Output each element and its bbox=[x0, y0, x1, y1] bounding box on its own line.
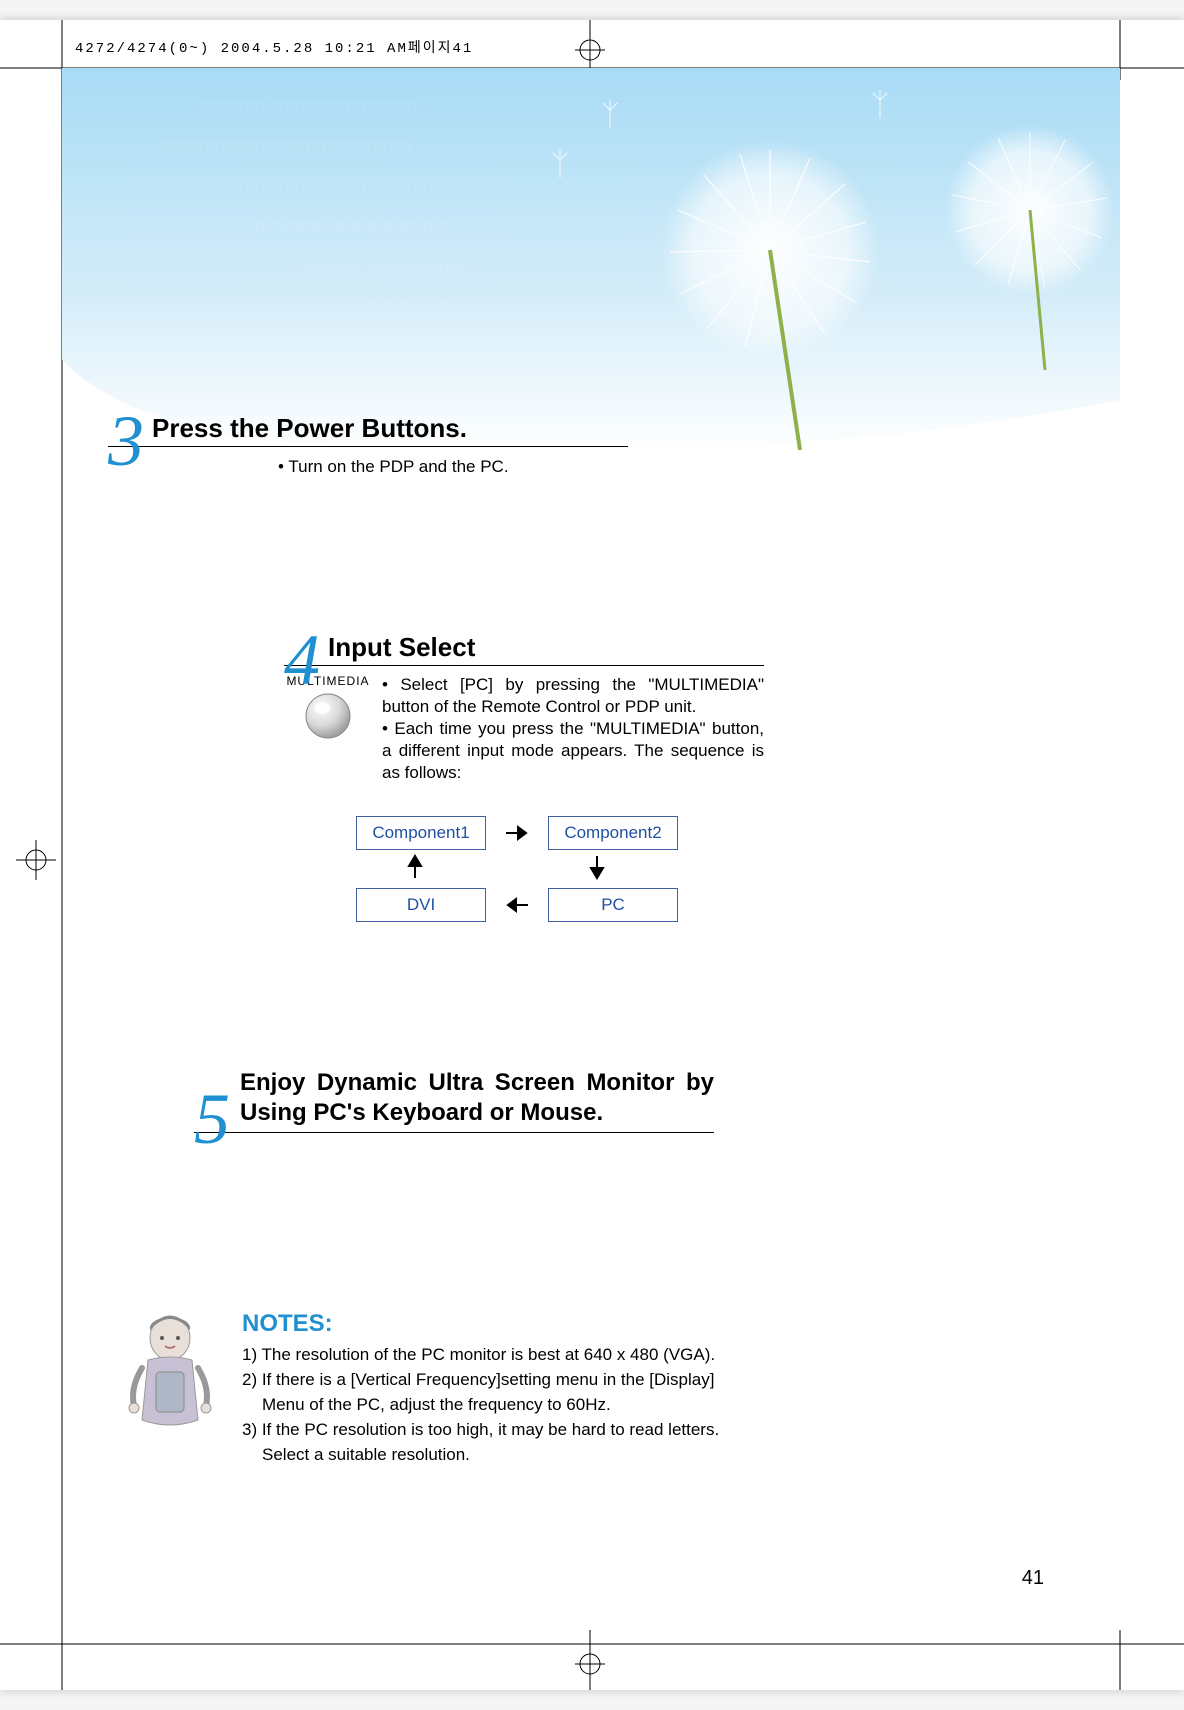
step-4-number: 4 bbox=[284, 635, 320, 685]
step-4-title: Input Select bbox=[328, 632, 475, 663]
notes-person-icon bbox=[120, 1310, 230, 1469]
step-5: 5 Enjoy Dynamic Ultra Screen Monitor by … bbox=[194, 1068, 714, 1133]
arrow-right-icon bbox=[504, 820, 530, 846]
note-2a: 2) If there is a [Vertical Frequency]set… bbox=[242, 1369, 719, 1392]
step-3-title: Press the Power Buttons. bbox=[152, 413, 467, 444]
seq-component1: Component1 bbox=[356, 816, 486, 850]
page: 4272/4274(0~) 2004.5.28 10:21 AM페이지41 01… bbox=[0, 20, 1184, 1690]
note-3a: 3) If the PC resolution is too high, it … bbox=[242, 1419, 719, 1442]
step-3-number: 3 bbox=[108, 416, 144, 466]
step-5-heading: 5 Enjoy Dynamic Ultra Screen Monitor by … bbox=[194, 1068, 714, 1133]
document-header-meta: 4272/4274(0~) 2004.5.28 10:21 AM페이지41 bbox=[75, 37, 473, 57]
arrow-left-icon bbox=[504, 892, 530, 918]
note-3b: Select a suitable resolution. bbox=[242, 1444, 719, 1467]
seq-dvi: DVI bbox=[356, 888, 486, 922]
page-number: 41 bbox=[1022, 1567, 1044, 1590]
notes-section: NOTES: 1) The resolution of the PC monit… bbox=[120, 1310, 860, 1469]
note-1: 1) The resolution of the PC monitor is b… bbox=[242, 1344, 719, 1367]
note-2b: Menu of the PC, adjust the frequency to … bbox=[242, 1394, 719, 1417]
step-4-heading: 4 Input Select bbox=[284, 607, 764, 666]
step-3-body: • Turn on the PDP and the PC. bbox=[278, 457, 628, 477]
step-4-line2: • Each time you press the "MULTIMEDIA" b… bbox=[382, 718, 764, 784]
step-5-number: 5 bbox=[194, 1094, 230, 1144]
step-4: 4 Input Select MULTIMEDIA bbox=[284, 607, 764, 922]
input-sequence-diagram: Component1 Component2 DVI PC bbox=[356, 816, 764, 922]
arrow-down-icon bbox=[588, 854, 606, 884]
step-5-title: Enjoy Dynamic Ultra Screen Monitor by Us… bbox=[240, 1068, 714, 1128]
seq-pc: PC bbox=[548, 888, 678, 922]
seq-component2: Component2 bbox=[548, 816, 678, 850]
arrow-up-icon bbox=[406, 854, 424, 884]
notes-title: NOTES: bbox=[242, 1310, 719, 1338]
step-4-body: • Select [PC] by pressing the "MULTIMEDI… bbox=[382, 674, 764, 784]
notes-list: 1) The resolution of the PC monitor is b… bbox=[242, 1344, 719, 1467]
step-4-line1: • Select [PC] by pressing the "MULTIMEDI… bbox=[382, 674, 764, 718]
step-3: 3 Press the Power Buttons. • Turn on the… bbox=[108, 388, 628, 477]
step-3-heading: 3 Press the Power Buttons. bbox=[108, 388, 628, 447]
